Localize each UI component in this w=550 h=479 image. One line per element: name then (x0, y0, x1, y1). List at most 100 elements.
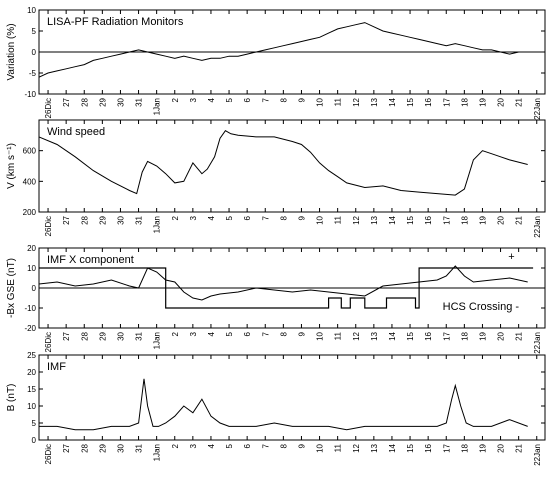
x-tick-label: 20 (497, 97, 506, 106)
series-line-2-1 (38, 130, 528, 196)
x-tick-label: 10 (316, 331, 325, 340)
x-tick-label: 4 (207, 443, 216, 448)
y-tick-label: -20 (24, 324, 36, 333)
x-tick-label: 20 (497, 331, 506, 340)
x-tick-label: 3 (189, 331, 198, 336)
x-tick-label: 26Dic (44, 444, 53, 464)
x-tick-label: 7 (261, 331, 270, 336)
x-tick-label: 2 (171, 215, 180, 220)
y-tick-label: 600 (23, 147, 37, 156)
x-tick-label: 17 (442, 331, 451, 340)
panel-title: IMF (47, 361, 66, 373)
x-tick-label: 29 (98, 97, 107, 106)
chart-panel-1: -10 -5 0 5 10 26Dic 27 28 29 30 31 1Jan 2 3 4 5 6 7 8 9 10 11… (6, 6, 546, 120)
x-tick-label: 27 (62, 443, 71, 452)
x-tick-label: 5 (225, 97, 234, 102)
x-tick-label: 1Jan (153, 444, 162, 461)
x-tick-label: 13 (370, 215, 379, 224)
hcs-plus-annotation: + (508, 251, 514, 263)
chart-panel-2: 200 400 600 26Dic 27 28 29 30 31 1Jan 2 3 4 5 6 7 8 9 10 11… (6, 119, 546, 238)
x-tick-label: 3 (189, 443, 198, 448)
x-tick-label: 10 (316, 215, 325, 224)
x-tick-label: 11 (334, 97, 343, 106)
x-tick-label: 12 (352, 97, 361, 106)
y-tick-label: 10 (27, 402, 36, 411)
y-tick-label: 15 (27, 385, 36, 394)
x-tick-label: 19 (478, 331, 487, 340)
x-tick-label: 20 (497, 215, 506, 224)
x-tick-label: 22Jan (533, 216, 542, 238)
y-tick-label: -10 (24, 304, 36, 313)
x-tick-label: 28 (80, 443, 89, 452)
y-axis-label: Variation (%) (6, 23, 17, 80)
x-tick-label: 16 (424, 215, 433, 224)
x-tick-label: 16 (424, 97, 433, 106)
x-tick-label: 8 (279, 443, 288, 448)
y-tick-label: 10 (27, 264, 36, 273)
x-tick-label: 27 (62, 331, 71, 340)
x-tick-label: 15 (406, 215, 415, 224)
chart-panel-4: 0 5 10 15 20 25 26Dic 27 28 29 30 31 1Jan 2 3 4 5 6 7 8 9 10 1… (6, 351, 546, 466)
y-tick-label: 200 (23, 208, 37, 217)
x-tick-label: 12 (352, 215, 361, 224)
x-tick-label: 2 (171, 97, 180, 102)
x-tick-label: 14 (388, 331, 397, 340)
x-tick-label: 5 (225, 331, 234, 336)
panel-title: IMF X component (47, 254, 134, 266)
x-tick-label: 9 (297, 215, 306, 220)
x-tick-label: 4 (207, 215, 216, 220)
x-tick-label: 20 (497, 443, 506, 452)
x-tick-label: 31 (135, 97, 144, 106)
y-tick-label: 0 (32, 436, 37, 445)
x-tick-label: 15 (406, 97, 415, 106)
y-tick-label: 400 (23, 177, 37, 186)
x-tick-label: 31 (135, 215, 144, 224)
hcs-crossing-annotation: HCS Crossing - (443, 301, 520, 313)
plot-frame (38, 119, 546, 213)
x-tick-label: 16 (424, 443, 433, 452)
x-tick-label: 27 (62, 97, 71, 106)
x-tick-label: 30 (116, 215, 125, 224)
x-tick-label: 18 (460, 97, 469, 106)
x-tick-label: 30 (116, 443, 125, 452)
x-tick-label: 10 (316, 97, 325, 106)
series-line-1-1 (38, 22, 519, 78)
x-tick-label: 8 (279, 331, 288, 336)
x-tick-label: 31 (135, 331, 144, 340)
x-tick-label: 2 (171, 331, 180, 336)
x-tick-label: 8 (279, 97, 288, 102)
panel-title: LISA-PF Radiation Monitors (47, 16, 184, 28)
x-tick-label: 6 (243, 215, 252, 220)
x-tick-label: 4 (207, 331, 216, 336)
x-tick-label: 3 (189, 97, 198, 102)
x-tick-label: 7 (261, 215, 270, 220)
x-tick-label: 9 (297, 331, 306, 336)
x-tick-label: 19 (478, 443, 487, 452)
x-tick-label: 17 (442, 443, 451, 452)
x-tick-label: 17 (442, 97, 451, 106)
series-line-4-1 (39, 378, 528, 431)
x-tick-label: 13 (370, 443, 379, 452)
y-tick-label: 25 (27, 351, 36, 360)
x-tick-label: 28 (80, 97, 89, 106)
x-tick-label: 9 (297, 97, 306, 102)
x-tick-label: 22Jan (533, 98, 542, 120)
x-tick-label: 22Jan (533, 444, 542, 466)
x-tick-label: 12 (352, 331, 361, 340)
x-tick-label: 8 (279, 215, 288, 220)
x-tick-label: 13 (370, 97, 379, 106)
x-tick-label: 27 (62, 215, 71, 224)
x-tick-label: 22Jan (533, 332, 542, 354)
x-tick-label: 1Jan (153, 332, 162, 349)
x-tick-label: 26Dic (44, 332, 53, 352)
x-tick-label: 2 (171, 443, 180, 448)
x-tick-label: 18 (460, 331, 469, 340)
x-tick-label: 6 (243, 97, 252, 102)
x-tick-label: 15 (406, 443, 415, 452)
x-tick-label: 14 (388, 97, 397, 106)
x-tick-label: 21 (515, 215, 524, 224)
x-tick-label: 18 (460, 215, 469, 224)
x-tick-label: 11 (334, 215, 343, 224)
x-tick-label: 13 (370, 331, 379, 340)
